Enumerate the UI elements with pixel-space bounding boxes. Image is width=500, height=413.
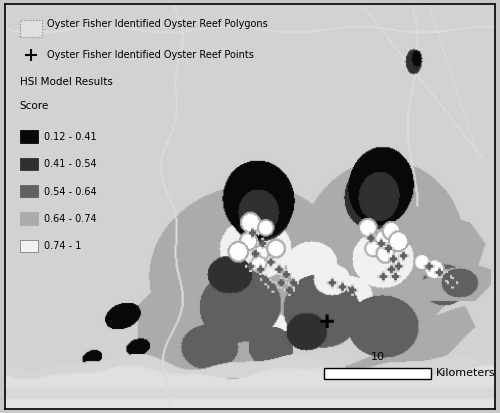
- Text: HSI Model Results: HSI Model Results: [20, 77, 112, 87]
- Text: Oyster Fisher Identified Oyster Reef Polygons: Oyster Fisher Identified Oyster Reef Pol…: [46, 19, 268, 29]
- Text: 0.74 - 1: 0.74 - 1: [44, 241, 82, 251]
- FancyBboxPatch shape: [20, 131, 38, 142]
- FancyBboxPatch shape: [20, 212, 38, 225]
- FancyBboxPatch shape: [20, 240, 38, 252]
- Text: Score: Score: [20, 101, 49, 112]
- FancyBboxPatch shape: [324, 368, 432, 378]
- FancyBboxPatch shape: [20, 158, 38, 170]
- Text: 0.64 - 0.74: 0.64 - 0.74: [44, 214, 97, 224]
- Text: Kilometers: Kilometers: [436, 368, 496, 378]
- Text: Oyster Fisher Identified Oyster Reef Points: Oyster Fisher Identified Oyster Reef Poi…: [46, 50, 254, 60]
- FancyBboxPatch shape: [20, 185, 38, 197]
- Text: 10: 10: [370, 352, 384, 362]
- Text: 0.12 - 0.41: 0.12 - 0.41: [44, 132, 97, 142]
- Text: 0.41 - 0.54: 0.41 - 0.54: [44, 159, 97, 169]
- FancyBboxPatch shape: [20, 20, 42, 36]
- Text: 0.54 - 0.64: 0.54 - 0.64: [44, 187, 97, 197]
